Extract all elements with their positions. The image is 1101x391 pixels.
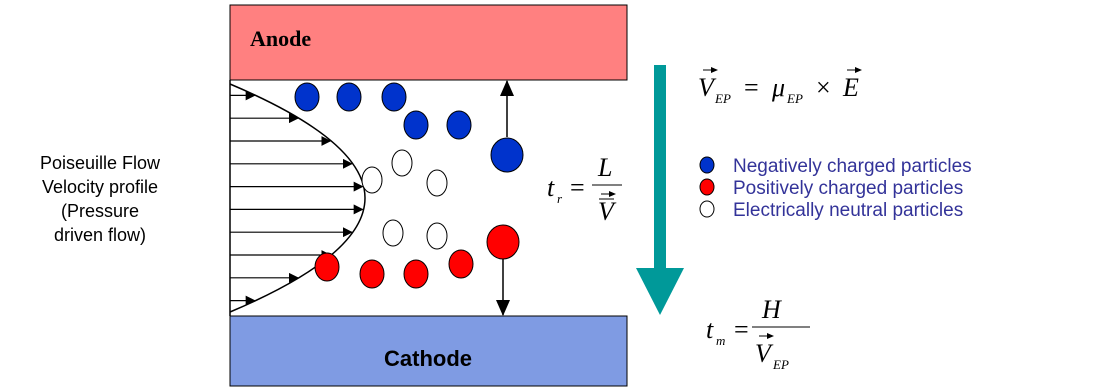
flow-label-line: Poiseuille Flow — [40, 153, 161, 173]
legend-swatch — [700, 179, 714, 195]
eq-operator: = — [570, 173, 585, 202]
migration-equation: t m = H V EP — [706, 295, 810, 372]
neutral-particle — [427, 170, 447, 196]
neutral-particle — [427, 223, 447, 249]
diagram: Anode Cathode Poiseuille Flow Velocity p… — [0, 0, 1101, 391]
eq-symbol: μ — [771, 73, 785, 102]
eq-subscript: r — [557, 191, 563, 206]
negative-particle — [337, 83, 361, 111]
eq-operator: = — [734, 315, 749, 344]
negative-particle — [447, 111, 471, 139]
positive-particle — [449, 250, 473, 278]
residence-equation: t r = L V — [547, 153, 622, 226]
eq-subscript: EP — [772, 357, 789, 372]
neutral-particle — [392, 150, 412, 176]
eq-subscript: EP — [714, 91, 731, 106]
eq-symbol: H — [761, 295, 782, 324]
neutral-particle — [362, 167, 382, 193]
positive-particle — [315, 253, 339, 281]
eq-symbol: L — [597, 153, 612, 182]
eq-subscript: m — [716, 333, 725, 348]
flow-label-line: driven flow) — [54, 225, 146, 245]
legend-swatch — [700, 157, 714, 173]
neutral-particle — [383, 220, 403, 246]
eq-operator: × — [816, 73, 831, 102]
legend-label: Negatively charged particles — [733, 156, 972, 177]
positive-particle — [360, 260, 384, 288]
legend-label: Electrically neutral particles — [733, 200, 963, 221]
positive-particle — [487, 225, 519, 259]
field-arrow-head — [636, 268, 684, 315]
eq-operator: = — [744, 73, 759, 102]
flow-arrows — [230, 95, 363, 300]
particles — [295, 83, 523, 288]
negative-particle — [404, 111, 428, 139]
positive-particle — [404, 260, 428, 288]
anode-label: Anode — [250, 26, 311, 51]
eq-symbol: t — [547, 173, 555, 202]
legend-label: Positively charged particles — [733, 178, 963, 199]
field-arrow-shaft — [654, 65, 666, 270]
negative-particle — [295, 83, 319, 111]
cathode-label: Cathode — [384, 346, 472, 371]
flow-label-line: (Pressure — [61, 201, 139, 221]
eq-symbol: V — [755, 339, 774, 368]
eq-symbol: t — [706, 315, 714, 344]
negative-particle — [491, 138, 523, 172]
eq-symbol: E — [842, 73, 859, 102]
negative-particle — [382, 83, 406, 111]
flow-label-line: Velocity profile — [42, 177, 158, 197]
flow-label: Poiseuille Flow Velocity profile (Pressu… — [40, 153, 161, 245]
eq-symbol: V — [598, 197, 617, 226]
velocity-equation: V EP = μ EP × E — [698, 70, 861, 106]
eq-subscript: EP — [786, 91, 803, 106]
legend-swatch — [700, 201, 714, 217]
field-arrow — [636, 65, 684, 315]
